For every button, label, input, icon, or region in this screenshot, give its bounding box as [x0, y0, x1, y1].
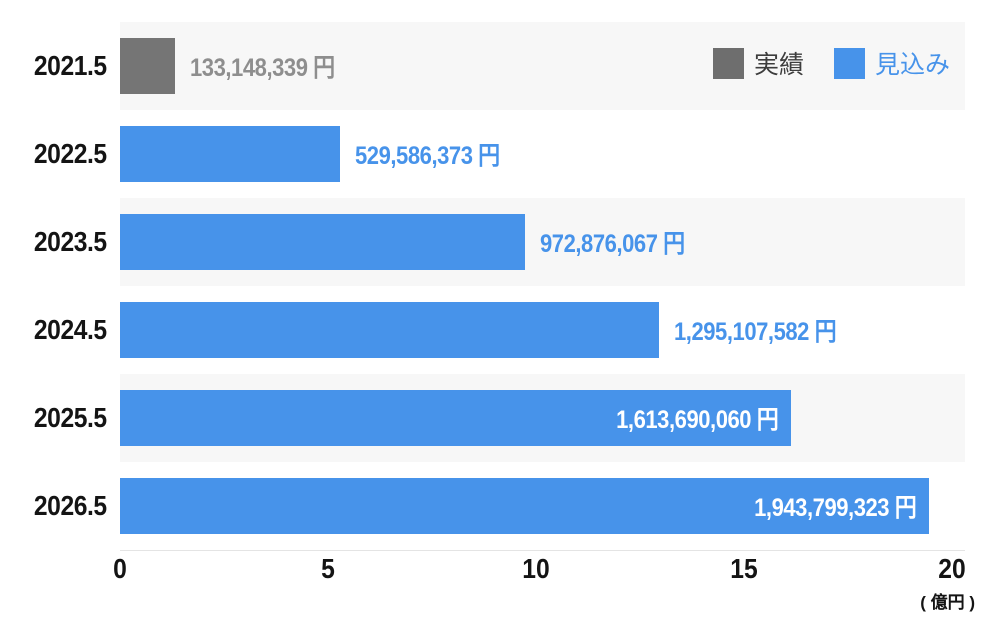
bar-row-2022.5: 529,586,373 円: [120, 110, 965, 198]
y-axis-label-text: 2022.5: [34, 138, 107, 169]
actual-bar-2021.5: [120, 38, 175, 94]
forecast-bar-2022.5: [120, 126, 340, 182]
value-label-2023.5: 972,876,067 円: [540, 198, 704, 286]
forecast-bar-2023.5: [120, 214, 525, 270]
value-label-2025.5: 1,613,690,060 円: [594, 390, 779, 446]
value-label-text: 529,586,373 円: [355, 142, 500, 170]
value-label-2021.5: 133,148,339 円: [190, 22, 354, 110]
y-axis-label-text: 2024.5: [34, 314, 107, 345]
y-axis-label-text: 2025.5: [34, 402, 107, 433]
forecast-bar-2025.5: 1,613,690,060 円: [120, 390, 791, 446]
legend-swatch-forecast-icon: [834, 47, 866, 79]
value-label-text: 1,943,799,323 円: [753, 494, 917, 522]
legend-swatch-actual-icon: [713, 47, 744, 79]
y-axis-label-text: 2026.5: [34, 490, 107, 521]
value-label-text: 1,295,107,582 円: [674, 318, 837, 346]
x-axis-tick-15: 15: [730, 553, 758, 584]
value-label-text: 1,613,690,060 円: [615, 406, 779, 434]
bar-row-2023.5: 972,876,067 円: [120, 198, 965, 286]
value-label-text: 972,876,067 円: [540, 230, 685, 258]
x-axis-tick-10: 10: [522, 553, 550, 584]
y-axis-label-2024.5: 2024.5: [0, 286, 107, 374]
value-label-2024.5: 1,295,107,582 円: [674, 286, 858, 374]
value-label-2022.5: 529,586,373 円: [355, 110, 519, 198]
x-axis-tick-5: 5: [321, 553, 335, 584]
value-label-2026.5: 1,943,799,323 円: [732, 478, 917, 534]
y-axis-label-2021.5: 2021.5: [0, 22, 107, 110]
y-axis-label-text: 2023.5: [34, 226, 107, 257]
x-axis-tick-0: 0: [113, 553, 127, 584]
legend-item-forecast: 見込み: [834, 45, 950, 81]
legend: 実績 見込み: [713, 45, 950, 81]
y-axis-label-2026.5: 2026.5: [0, 462, 107, 550]
bar-row-2024.5: 1,295,107,582 円: [120, 286, 965, 374]
x-axis-tick-20: 20: [938, 553, 966, 584]
legend-item-actual: 実績: [713, 45, 804, 81]
forecast-bar-2024.5: [120, 302, 659, 358]
value-label-text: 133,148,339 円: [190, 54, 335, 82]
y-axis-label-2025.5: 2025.5: [0, 374, 107, 462]
y-axis-label-text: 2021.5: [34, 50, 107, 81]
bar-row-2021.5: 133,148,339 円: [120, 22, 965, 110]
y-axis-label-2023.5: 2023.5: [0, 198, 107, 286]
legend-label-forecast: 見込み: [875, 51, 951, 79]
bar-row-2025.5: 1,613,690,060 円: [120, 374, 965, 462]
y-axis-labels: 2021.5 2022.5 2023.5 2024.5 2025.5 2026.5: [0, 22, 107, 550]
x-axis: 0 5 10 15 20: [0, 553, 1000, 587]
legend-label-actual: 実績: [754, 51, 805, 79]
axis-unit-label: ( 億円 ): [920, 593, 975, 612]
bar-row-2026.5: 1,943,799,323 円: [120, 462, 965, 550]
forecast-bar-2026.5: 1,943,799,323 円: [120, 478, 929, 534]
plot-area: 133,148,339 円 529,586,373 円 972,876,067 円 1…: [120, 22, 965, 551]
y-axis-label-2022.5: 2022.5: [0, 110, 107, 198]
